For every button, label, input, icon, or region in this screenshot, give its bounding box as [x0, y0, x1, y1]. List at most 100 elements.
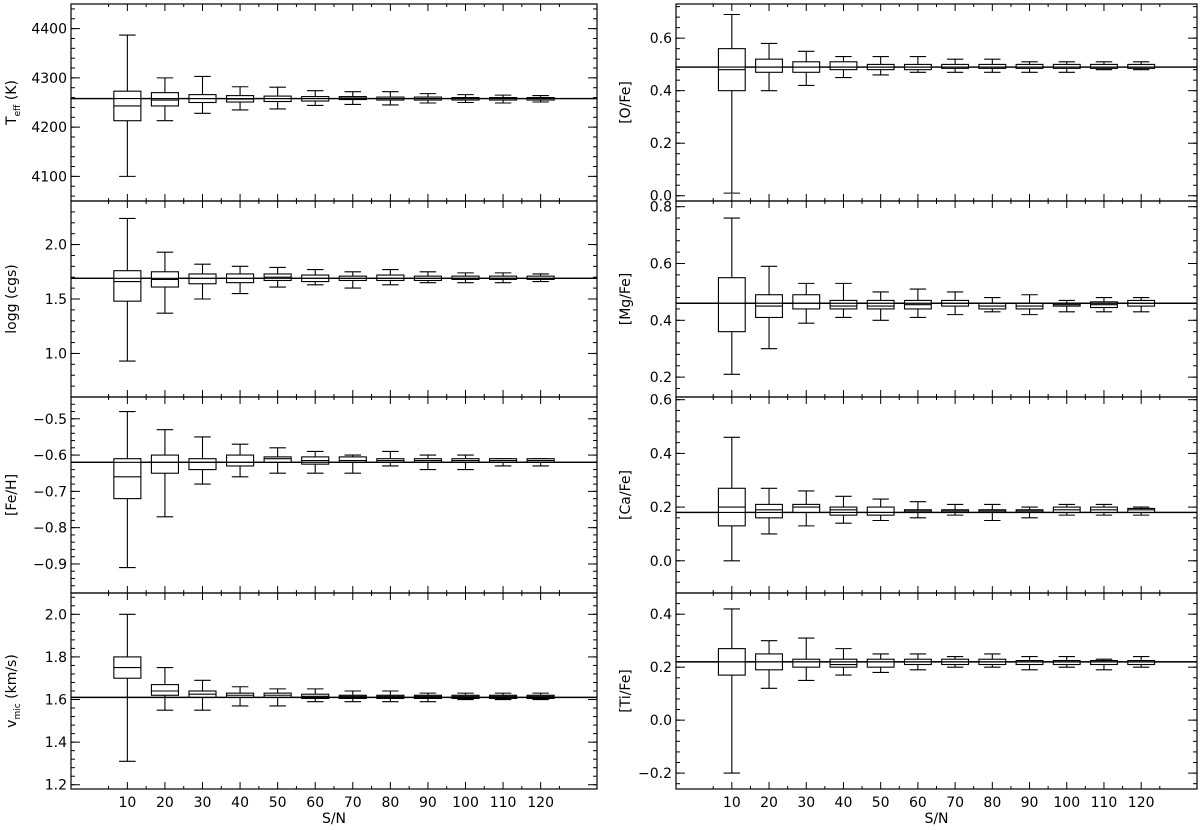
panel-frame: [70, 200, 598, 398]
panel-frame: [70, 3, 598, 202]
box-iqr: [1052, 63, 1081, 69]
box-20: [150, 667, 180, 711]
panel-4: 0.0 0.2 0.4 0.6 [O/Fe]: [618, 3, 1198, 205]
box-iqr: [829, 61, 858, 71]
y-tick-label: −0.8: [33, 521, 67, 537]
y-tick-label: −0.5: [33, 412, 67, 428]
x-tick-label: 90: [419, 795, 437, 811]
box-iqr: [338, 456, 367, 463]
x-axis-label: S/N: [924, 811, 948, 827]
box-iqr: [1090, 63, 1118, 69]
x-axis-label: S/N: [322, 811, 346, 827]
y-tick-label: 4300: [31, 71, 67, 87]
box-100: [1052, 299, 1081, 313]
box-100: [451, 692, 480, 701]
y-axis-label: [Ca/Fe]: [618, 470, 634, 520]
box-80: [978, 653, 1007, 668]
box-iqr: [829, 658, 858, 668]
y-axis-label: [Fe/H]: [4, 474, 20, 516]
box-20: [755, 640, 783, 689]
box-80: [978, 58, 1007, 73]
box-70: [338, 690, 367, 703]
y-tick-label: 1.4: [45, 735, 67, 751]
box-iqr: [866, 506, 895, 516]
box-80: [376, 690, 405, 703]
x-tick-label: 20: [760, 795, 778, 811]
box-30: [188, 263, 217, 300]
box-10: [717, 608, 746, 774]
x-tick-label: 70: [946, 795, 964, 811]
box-120: [1127, 61, 1156, 71]
box-iqr: [150, 684, 180, 696]
box-20: [150, 251, 180, 314]
box-iqr: [225, 454, 255, 467]
x-tick-label: 20: [156, 795, 174, 811]
box-40: [829, 648, 858, 676]
panel-2: −0.9 −0.8 −0.7 −0.6 −0.5 [Fe/H]: [4, 396, 598, 594]
box-iqr: [941, 63, 970, 69]
box-110: [488, 458, 518, 467]
box-90: [413, 271, 443, 284]
box-80: [376, 450, 405, 467]
box-70: [338, 454, 367, 474]
y-tick-label: 2.0: [45, 607, 67, 623]
box-30: [188, 75, 217, 114]
box-10: [113, 410, 142, 569]
y-tick-label: 0.4: [650, 607, 672, 623]
box-30: [792, 637, 821, 681]
panel-frame: [675, 200, 1198, 398]
y-tick-label: 0.4: [650, 446, 672, 462]
box-110: [1090, 297, 1118, 313]
box-10: [113, 34, 142, 177]
box-10: [717, 217, 746, 375]
y-tick-label: 0.8: [650, 200, 672, 216]
panel-7: −0.2 0.0 0.2 0.4 [Ti/Fe] 10 20 30 40 50 60 70 80 90 10…: [618, 592, 1198, 827]
box-50: [263, 266, 292, 288]
y-axis-label: logg (cgs): [4, 264, 20, 333]
box-20: [755, 42, 783, 92]
box-70: [941, 58, 970, 73]
x-tick-label: 120: [527, 795, 554, 811]
box-40: [829, 495, 858, 524]
box-120: [526, 692, 555, 701]
box-120: [1127, 297, 1156, 313]
y-axis-label: Teff (K): [4, 80, 23, 126]
box-40: [829, 282, 858, 319]
x-tick-label: 110: [490, 795, 517, 811]
box-50: [866, 291, 895, 321]
box-30: [792, 490, 821, 527]
x-tick-label: 40: [835, 795, 853, 811]
y-tick-label: 1.8: [45, 650, 67, 666]
box-iqr: [263, 456, 292, 463]
y-tick-label: 0.0: [650, 554, 672, 570]
y-tick-label: 1.5: [45, 292, 67, 308]
panel-frame: [70, 592, 598, 790]
y-tick-label: 0.6: [650, 393, 672, 409]
y-tick-label: 1.6: [45, 693, 67, 709]
x-tick-label: 70: [344, 795, 362, 811]
box-60: [903, 55, 932, 73]
box-iqr: [866, 658, 895, 668]
x-tick-label: 100: [452, 795, 479, 811]
box-60: [301, 688, 330, 703]
x-tick-label: 100: [1053, 795, 1080, 811]
panel-frame: [675, 3, 1198, 202]
x-tick-label: 60: [306, 795, 324, 811]
box-90: [1015, 656, 1044, 671]
box-iqr: [1127, 659, 1156, 666]
box-iqr: [1015, 63, 1044, 69]
box-iqr: [150, 454, 180, 474]
box-70: [338, 271, 367, 289]
box-50: [263, 447, 292, 474]
box-60: [301, 450, 330, 474]
box-120: [1127, 506, 1156, 516]
box-50: [866, 498, 895, 522]
box-iqr: [150, 92, 180, 107]
y-tick-label: 0.0: [650, 713, 672, 729]
box-iqr: [1052, 659, 1081, 666]
y-axis-label: [Ti/Fe]: [618, 669, 634, 713]
box-20: [755, 265, 783, 350]
box-80: [978, 503, 1007, 522]
panel-5: 0.2 0.4 0.6 0.8 [Mg/Fe]: [618, 200, 1198, 398]
box-100: [451, 454, 480, 471]
